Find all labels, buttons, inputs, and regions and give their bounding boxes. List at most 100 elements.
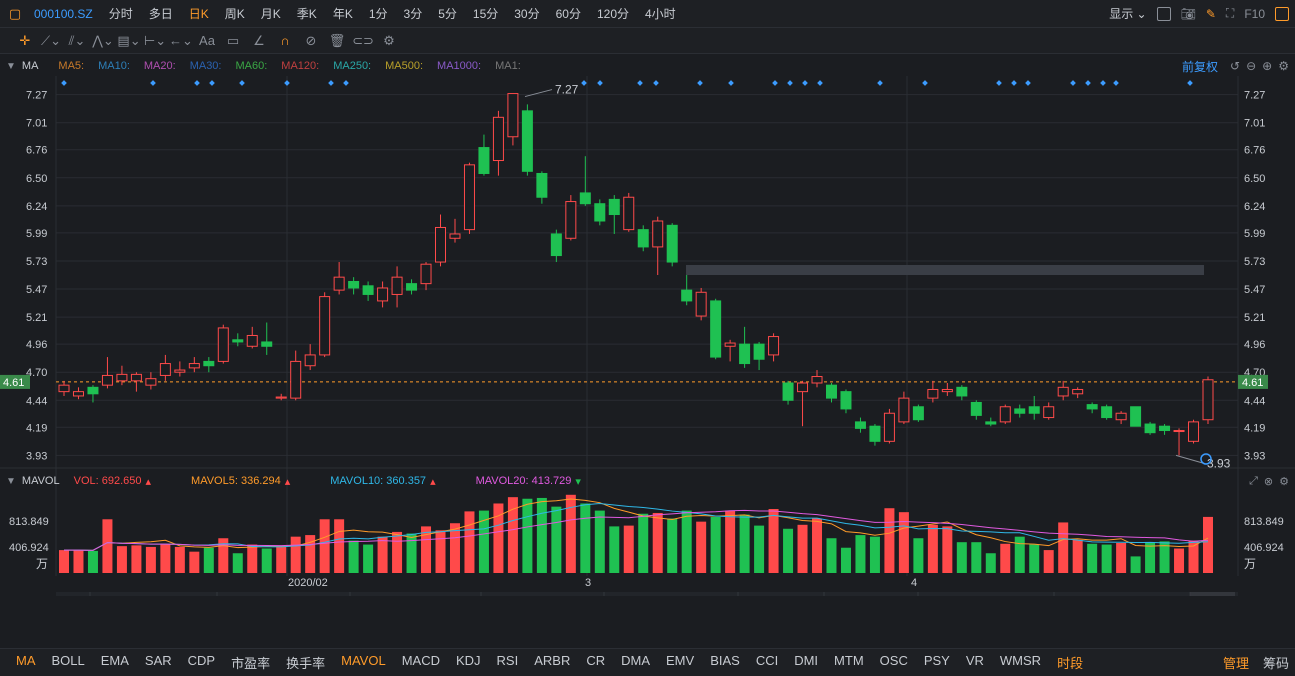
manage-button[interactable]: 管理 — [1222, 656, 1249, 671]
comment-tool-icon[interactable]: ▭ — [226, 32, 240, 48]
chips-button[interactable]: 筹码 — [1262, 656, 1289, 671]
indicator-tab[interactable]: EMV — [666, 653, 695, 668]
ma-item[interactable]: MA20: — [143, 60, 176, 72]
mavol-line — [64, 509, 1209, 551]
candle-body — [782, 382, 794, 401]
display-menu[interactable]: 显示 ⌄ — [1109, 7, 1147, 21]
ma-item[interactable]: MA10: — [98, 60, 130, 72]
sidebar-toggle-icon[interactable] — [1275, 6, 1289, 21]
indicator-tab[interactable]: ARBR — [534, 653, 571, 668]
indicator-tab[interactable]: DMA — [621, 653, 651, 668]
indicator-tab[interactable]: OSC — [879, 653, 908, 668]
tab-period[interactable]: 周K — [224, 7, 245, 21]
plus-icon[interactable]: ⊕ — [1262, 59, 1273, 73]
tab-period[interactable]: 1分 — [368, 7, 388, 21]
kline-chart[interactable]: 7.27 7.27 7.01 7.01 6.76 6.76 6.50 6.50 6.24 6.24… — [0, 76, 1295, 641]
tab-period[interactable]: 30分 — [514, 7, 540, 21]
tab-period[interactable]: 分时 — [108, 7, 133, 21]
line-tool-icon[interactable]: ⟋⌄ — [41, 32, 61, 48]
wave-tool-icon[interactable]: ⋀⌄ — [92, 32, 114, 48]
indicator-tab[interactable]: BIAS — [710, 653, 740, 668]
ma-item[interactable]: MA250: — [333, 60, 372, 72]
pencil-icon[interactable]: ✎ — [1205, 6, 1216, 21]
indicator-tab[interactable]: MTM — [834, 653, 864, 668]
indicator-tab[interactable]: CCI — [755, 653, 779, 668]
indicator-tab[interactable]: VR — [965, 653, 984, 668]
tab-period[interactable]: 年K — [332, 7, 353, 21]
fib-tool-icon[interactable]: ▤⌄ — [117, 32, 141, 48]
layout-icon[interactable] — [1156, 6, 1171, 21]
candle-body — [101, 374, 113, 386]
indicator-tab[interactable]: MAVOL — [341, 653, 386, 668]
volume-bar — [551, 506, 562, 573]
tab-period[interactable]: 日K — [188, 7, 209, 21]
magnet-icon[interactable]: ∩ — [280, 33, 290, 48]
indicator-tab[interactable]: DMI — [794, 653, 819, 668]
ma-item[interactable]: MA60: — [235, 60, 268, 72]
vol-collapse-icon[interactable]: ▼ — [6, 475, 16, 487]
indicator-tab[interactable]: MACD — [401, 653, 440, 668]
angle-tool-icon[interactable]: ∠ — [253, 32, 265, 48]
f10-button[interactable]: F10 — [1244, 6, 1265, 21]
indicator-tab[interactable]: WMSR — [999, 653, 1042, 668]
hide-drawings-icon[interactable]: ⊘ — [305, 32, 317, 48]
tab-period[interactable]: 5分 — [438, 7, 457, 21]
ticker-symbol[interactable]: 000100.SZ — [34, 6, 93, 21]
indicator-tab[interactable]: EMA — [100, 653, 129, 668]
ma-item[interactable]: MA1000: — [437, 60, 482, 72]
panel-toggle-icon[interactable]: ▢ — [8, 5, 22, 21]
tab-period[interactable]: 60分 — [555, 7, 581, 21]
candle-body — [72, 391, 84, 397]
indicator-tab[interactable]: 市盈率 — [231, 656, 271, 671]
link-icon[interactable]: ⊂⊃ — [352, 32, 374, 48]
candle-body — [246, 334, 258, 347]
candle-body — [145, 378, 157, 386]
crosshair-icon[interactable]: ✛ — [19, 32, 31, 48]
camera-icon[interactable]: 📷︎ — [1180, 6, 1196, 21]
indicator-tab[interactable]: CR — [586, 653, 606, 668]
candle-body — [159, 363, 171, 376]
volume-bar — [580, 503, 591, 573]
chart-area[interactable]: 7.27 7.27 7.01 7.01 6.76 6.76 6.50 6.50 6.24 6.24… — [0, 76, 1295, 641]
channel-tool-icon[interactable]: ⫽⌄ — [68, 32, 86, 48]
settings-icon[interactable]: ⚙ — [383, 32, 395, 48]
ma-label[interactable]: MA — [21, 60, 39, 72]
fullscreen-icon[interactable]: ⛶ — [1225, 6, 1235, 20]
tab-period[interactable]: 3分 — [403, 7, 423, 21]
tab-period[interactable]: 多日 — [148, 7, 173, 21]
indicator-tab[interactable]: BOLL — [51, 653, 85, 668]
trash-icon[interactable]: 🗑︎ — [328, 32, 346, 48]
close-icon[interactable]: ⊗ — [1263, 475, 1274, 488]
text-tool-icon[interactable]: Aa — [199, 33, 215, 48]
volume-legend: ▼ MAVOL VOL: 692.650 ▴ MAVOL5: 336.294 ▴ M… — [0, 472, 1295, 490]
ma-item[interactable]: MA5: — [58, 60, 85, 72]
tab-period[interactable]: 4小时 — [645, 7, 676, 21]
ma-item[interactable]: MA30: — [189, 60, 222, 72]
vol-gear-icon[interactable]: ⚙ — [1279, 475, 1289, 488]
indicator-tab[interactable]: CDP — [187, 653, 216, 668]
measure-tool-icon[interactable]: ⊢⌄ — [143, 32, 167, 48]
gear-icon[interactable]: ⚙ — [1278, 59, 1289, 73]
indicator-tab[interactable]: 换手率 — [286, 656, 326, 671]
tab-period[interactable]: 15分 — [472, 7, 499, 21]
collapse-icon[interactable]: ▼ — [6, 60, 16, 72]
tab-period[interactable]: 月K — [260, 7, 281, 21]
ma-item[interactable]: MA500: — [385, 60, 424, 72]
arrow-tool-icon[interactable]: ←⌄ — [169, 32, 193, 48]
mavol-label[interactable]: MAVOL — [21, 475, 60, 487]
reset-icon[interactable]: ↺ — [1230, 59, 1241, 73]
expand-icon[interactable]: ⤢ — [1249, 474, 1258, 487]
indicator-tab[interactable]: KDJ — [455, 653, 481, 668]
volume-bar — [1159, 541, 1170, 573]
indicator-tab[interactable]: 时段 — [1057, 656, 1084, 671]
minus-icon[interactable]: ⊖ — [1246, 59, 1257, 73]
tab-period[interactable]: 120分 — [596, 7, 629, 21]
indicator-tab[interactable]: RSI — [496, 653, 519, 668]
indicator-tab[interactable]: MA — [16, 653, 36, 668]
indicator-tab[interactable]: SAR — [144, 653, 172, 668]
adjust-button[interactable]: 前复权 — [1182, 59, 1219, 74]
tab-period[interactable]: 季K — [296, 7, 317, 21]
ma-item[interactable]: MA1: — [495, 60, 521, 72]
indicator-tab[interactable]: PSY — [923, 653, 950, 668]
ma-item[interactable]: MA120: — [281, 60, 320, 72]
